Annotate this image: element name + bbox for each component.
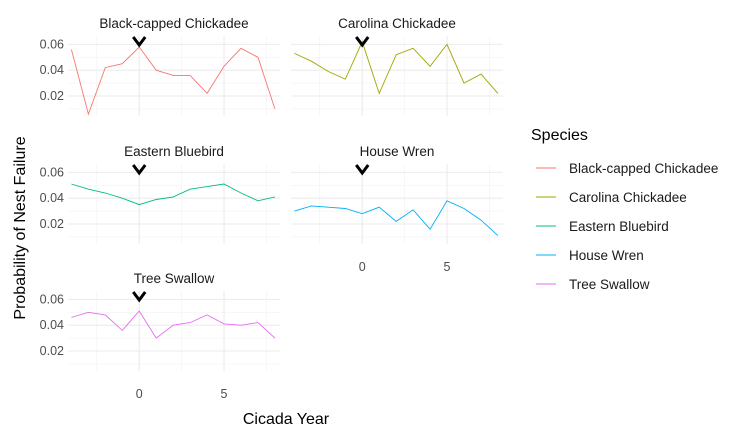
y-tick-label: 0.02: [40, 217, 64, 231]
panel-4: House Wren 0 5: [291, 144, 503, 274]
legend-item: Carolina Chickadee: [536, 190, 687, 205]
panel-5: Tree Swallow 0.02 0.04 0.06 0 5: [40, 271, 280, 401]
y-tick-label: 0.06: [40, 165, 64, 179]
cicada-year-arrow-marker: [132, 164, 147, 176]
y-tick-label: 0.02: [40, 344, 64, 358]
x-axis-title: Cicada Year: [243, 411, 330, 428]
y-tick-label: 0.02: [40, 89, 64, 103]
facet-title: House Wren: [360, 144, 435, 159]
facet-title: Tree Swallow: [134, 271, 215, 286]
series-line-carolina-chickadee: [294, 40, 499, 95]
legend-items: Black-capped Chickadee Carolina Chickadee…: [536, 161, 718, 292]
panel-2: Carolina Chickadee: [291, 16, 503, 116]
cicada-year-arrow-marker: [355, 36, 370, 48]
series-line-black-capped-chickadee: [70, 46, 276, 116]
y-tick-label: 0.04: [40, 191, 64, 205]
facet-title: Black-capped Chickadee: [99, 16, 248, 31]
legend-item: Black-capped Chickadee: [536, 161, 718, 176]
series-line-house-wren: [294, 200, 499, 236]
x-tick-label: 5: [221, 387, 228, 401]
x-tick-label: 5: [444, 260, 451, 274]
legend-item: Eastern Bluebird: [536, 219, 669, 234]
legend-item: House Wren: [536, 248, 644, 263]
x-tick-label: 0: [136, 387, 143, 401]
cicada-year-arrow-marker: [355, 164, 370, 176]
legend-title: Species: [531, 127, 588, 144]
legend-label: Carolina Chickadee: [569, 190, 687, 205]
y-tick-label: 0.06: [40, 37, 64, 51]
legend-label: Black-capped Chickadee: [569, 161, 718, 176]
legend-label: Eastern Bluebird: [569, 219, 669, 234]
y-axis-title: Probability of Nest Failure: [12, 136, 29, 319]
y-tick-label: 0.04: [40, 63, 64, 77]
panel-3: Eastern Bluebird 0.02 0.04 0.06: [40, 144, 280, 244]
cicada-year-arrow-marker: [132, 291, 147, 303]
facet-title: Eastern Bluebird: [124, 144, 224, 159]
legend: Species Black-capped Chickadee Carolina C…: [531, 127, 718, 292]
y-tick-label: 0.06: [40, 292, 64, 306]
series-line-tree-swallow: [71, 310, 276, 339]
legend-label: House Wren: [569, 248, 644, 263]
facet-panels: Black-capped Chickadee 0.02 0.04 0.06 Caroli…: [40, 16, 503, 401]
panel-1: Black-capped Chickadee 0.02 0.04 0.06: [40, 16, 280, 116]
x-tick-label: 0: [359, 260, 366, 274]
legend-label: Tree Swallow: [569, 277, 650, 292]
facet-title: Carolina Chickadee: [338, 16, 456, 31]
cicada-year-arrow-marker: [132, 36, 147, 48]
y-tick-label: 0.04: [40, 318, 64, 332]
series-line-eastern-bluebird: [71, 183, 276, 206]
legend-item: Tree Swallow: [536, 277, 650, 292]
